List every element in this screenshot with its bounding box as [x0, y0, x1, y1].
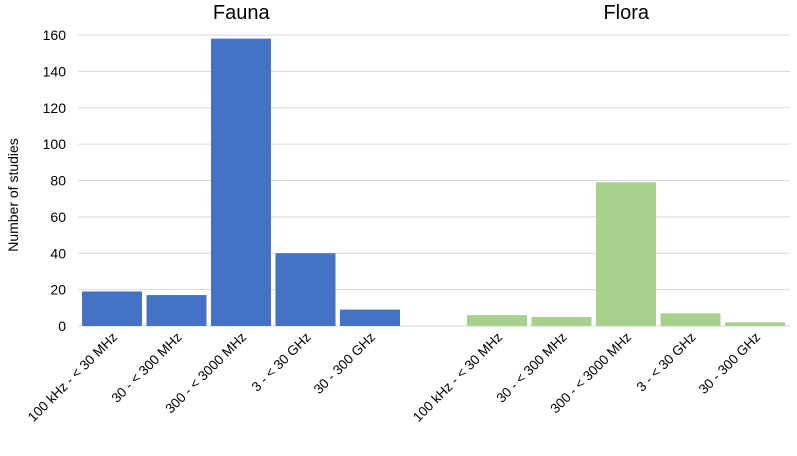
bars — [82, 38, 785, 326]
gridlines — [78, 34, 790, 327]
group-title-fauna: Fauna — [213, 2, 271, 24]
bar-flora-0 — [467, 315, 527, 326]
x-category-label: 30 - 300 GHz — [696, 329, 764, 397]
y-axis-ticks: 0 20 40 60 80 100 120 140 160 — [43, 27, 67, 334]
bar-flora-3 — [660, 313, 721, 326]
group-titles: Fauna Flora — [213, 2, 650, 24]
x-category-label: 100 kHz - < 30 MHz — [25, 329, 120, 424]
y-tick-label: 160 — [43, 27, 67, 43]
y-tick-label: 40 — [50, 245, 66, 261]
bar-flora-2 — [596, 182, 656, 326]
group-title-flora: Flora — [603, 2, 649, 24]
x-category-label: 3 - < 30 GHz — [634, 329, 699, 394]
bar-fauna-1 — [146, 295, 207, 326]
y-tick-label: 120 — [43, 100, 67, 116]
bar-fauna-4 — [340, 309, 400, 326]
y-axis-label: Number of studies — [5, 138, 21, 252]
bar-fauna-0 — [82, 291, 142, 326]
x-category-label: 3 - < 30 GHz — [249, 329, 314, 394]
bar-fauna-3 — [275, 253, 336, 326]
x-category-label: 30 - 300 GHz — [311, 329, 379, 397]
y-tick-label: 0 — [58, 318, 66, 334]
x-category-label: 100 kHz - < 30 MHz — [410, 329, 505, 424]
bar-flora-1 — [531, 316, 592, 326]
bar-flora-4 — [725, 322, 785, 326]
y-tick-label: 20 — [50, 282, 66, 298]
y-tick-label: 140 — [43, 63, 67, 79]
bar-fauna-2 — [211, 38, 271, 326]
y-tick-label: 80 — [50, 173, 66, 189]
y-tick-label: 100 — [43, 136, 67, 152]
y-tick-label: 60 — [50, 209, 66, 225]
